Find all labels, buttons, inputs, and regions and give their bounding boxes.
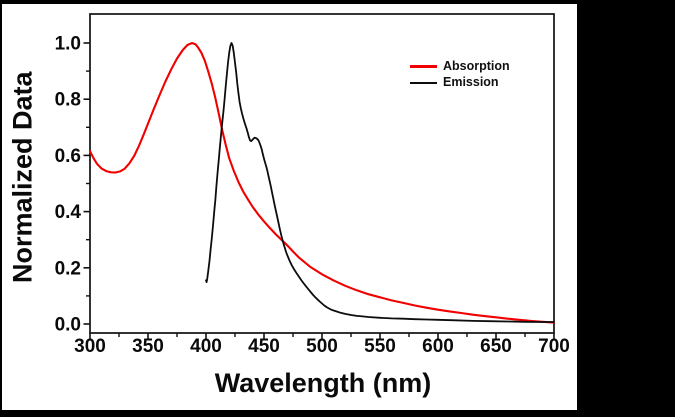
y-axis-title: Normalized Data	[7, 71, 38, 284]
y-tick-label: 0.2	[55, 258, 81, 279]
x-tick-label: 600	[422, 336, 454, 357]
x-tick-label: 650	[480, 336, 512, 357]
x-tick-label: 500	[306, 336, 338, 357]
absorption-curve	[88, 41, 556, 324]
emission-line-swatch	[410, 81, 437, 84]
x-tick-label: 350	[132, 336, 164, 357]
y-tick-label: 1.0	[55, 34, 81, 55]
x-tick-label: 300	[74, 336, 106, 357]
spectra-plot: 300 350 400 450 500 550 600 650 700 0.0 0.2 0.4 0.6 0…	[55, 13, 570, 357]
legend-label-emission: Emission	[443, 75, 499, 89]
x-tick-label: 700	[538, 336, 570, 357]
y-tick-label: 0.8	[55, 90, 81, 111]
legend-label-absorption: Absorption	[443, 59, 510, 73]
x-tick-label: 400	[190, 336, 222, 357]
emission-curve	[205, 42, 555, 323]
legend: Absorption Emission	[410, 60, 510, 89]
legend-item-emission: Emission	[410, 76, 510, 89]
y-tick-label: 0.4	[55, 202, 82, 223]
absorption-line-swatch	[410, 65, 437, 68]
chart-canvas: 300 350 400 450 500 550 600 650 700 0.0 0.2 0.4 0.6 0…	[2, 4, 577, 410]
y-tick-label: 0.0	[55, 315, 81, 336]
x-tick-label: 550	[364, 336, 396, 357]
y-tick-label: 0.6	[55, 146, 81, 167]
legend-item-absorption: Absorption	[410, 60, 510, 73]
x-tick-label: 450	[248, 336, 280, 357]
x-axis-title: Wavelength (nm)	[214, 368, 432, 398]
